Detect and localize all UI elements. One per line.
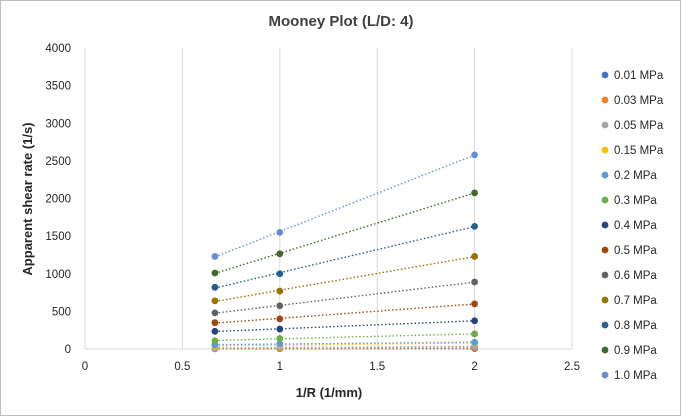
trendline	[215, 282, 475, 313]
legend-label: 0.7 MPa	[614, 295, 657, 307]
legend-marker	[602, 147, 609, 154]
trendline	[215, 304, 475, 323]
legend-marker	[602, 322, 609, 329]
y-tick-labels: 0 500 1000 1500 2000 2500 3000 3500 4000	[45, 43, 71, 356]
legend-marker	[602, 247, 609, 254]
data-point	[212, 284, 219, 291]
x-tick-label: 0	[82, 361, 88, 373]
trendline	[215, 321, 475, 332]
data-point	[212, 297, 219, 304]
legend-label: 0.2 MPa	[614, 170, 657, 182]
x-tick-label: 2	[471, 361, 477, 373]
trendline	[215, 257, 475, 302]
legend-label: 0.5 MPa	[614, 245, 657, 257]
data-point	[471, 300, 478, 307]
legend-label: 0.3 MPa	[614, 195, 657, 207]
y-tick-label: 2000	[45, 194, 71, 206]
data-point	[471, 151, 478, 158]
data-point	[471, 223, 478, 230]
trendline	[215, 155, 475, 257]
data-point	[276, 302, 283, 309]
data-point	[212, 337, 219, 344]
legend-marker	[602, 72, 609, 79]
legend-marker	[602, 372, 609, 379]
data-point	[212, 270, 219, 277]
y-tick-label: 4000	[45, 43, 71, 55]
legend-label: 0.9 MPa	[614, 345, 657, 357]
trendline	[215, 193, 475, 273]
data-point	[471, 317, 478, 324]
y-tick-label: 2500	[45, 156, 71, 168]
x-tick-label: 1.5	[369, 361, 385, 373]
data-point	[212, 319, 219, 326]
x-tick-label: 0.5	[174, 361, 190, 373]
legend-label: 0.03 MPa	[614, 95, 664, 107]
data-point	[212, 309, 219, 316]
chart-title: Mooney Plot (L/D: 4)	[269, 13, 414, 30]
axes	[85, 48, 572, 349]
data-series	[212, 151, 478, 352]
legend-label: 0.8 MPa	[614, 320, 657, 332]
trendline	[215, 348, 475, 349]
legend-marker	[602, 172, 609, 179]
legend-marker	[602, 297, 609, 304]
data-point	[276, 326, 283, 333]
data-point	[212, 328, 219, 335]
data-point	[276, 288, 283, 295]
legend-label: 0.6 MPa	[614, 270, 657, 282]
data-point	[471, 189, 478, 196]
y-tick-label: 1000	[45, 269, 71, 281]
data-point	[276, 316, 283, 323]
data-point	[471, 339, 478, 346]
data-point	[276, 270, 283, 277]
legend: 0.01 MPa 0.03 MPa 0.05 MPa 0.15 MPa 0.2 MPa 0…	[602, 70, 664, 382]
legend-label: 0.4 MPa	[614, 220, 657, 232]
y-tick-label: 0	[65, 344, 71, 356]
legend-marker	[602, 272, 609, 279]
y-tick-label: 3000	[45, 118, 71, 130]
data-point	[276, 250, 283, 257]
legend-marker	[602, 122, 609, 129]
trendline	[215, 346, 475, 348]
legend-label: 0.05 MPa	[614, 120, 664, 132]
legend-marker	[602, 347, 609, 354]
legend-label: 0.15 MPa	[614, 145, 664, 157]
y-tick-label: 500	[52, 306, 71, 318]
data-point	[471, 253, 478, 260]
data-point	[276, 335, 283, 342]
y-tick-label: 1500	[45, 231, 71, 243]
data-point	[276, 229, 283, 236]
data-point	[212, 253, 219, 260]
data-point	[471, 279, 478, 286]
x-axis-label: 1/R (1/mm)	[296, 385, 362, 400]
legend-marker	[602, 197, 609, 204]
x-tick-labels: 0 0.5 1 1.5 2 2.5	[82, 361, 580, 373]
x-tick-label: 1	[277, 361, 283, 373]
y-axis-label: Apparent shear rate (1/s)	[20, 122, 35, 275]
x-tick-label: 2.5	[564, 361, 580, 373]
trendline	[215, 227, 475, 288]
trendline	[215, 334, 475, 341]
legend-marker	[602, 97, 609, 104]
y-tick-label: 3500	[45, 81, 71, 93]
legend-label: 0.01 MPa	[614, 70, 664, 82]
legend-label: 1.0 MPa	[614, 370, 657, 382]
data-point	[471, 331, 478, 338]
legend-marker	[602, 222, 609, 229]
gridlines	[182, 48, 572, 349]
